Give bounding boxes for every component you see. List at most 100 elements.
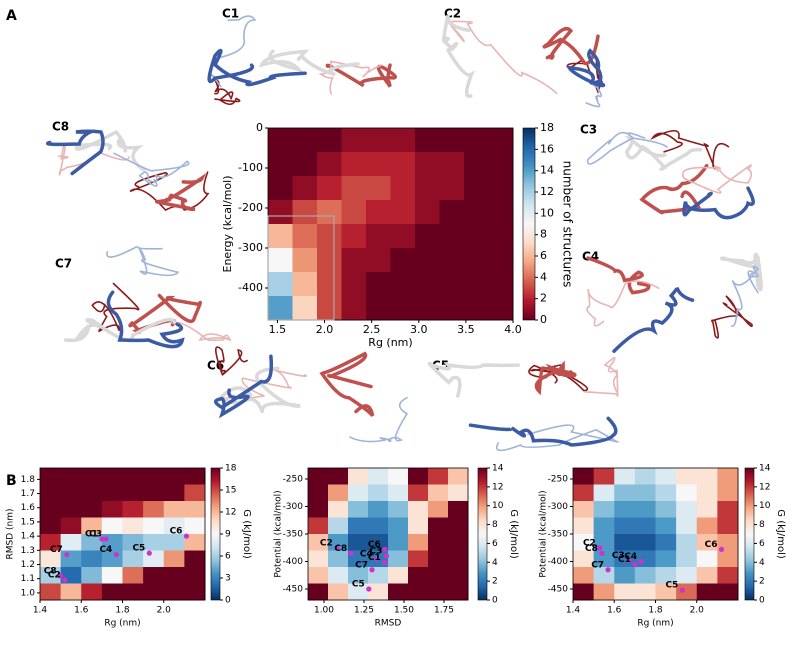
heatmap-cell (341, 152, 367, 177)
colorbar-tick-label: 4 (540, 270, 547, 283)
y-axis-label: Energy (kcal/mol) (221, 175, 234, 272)
heatmap-cell (634, 501, 656, 518)
structure-point (62, 577, 68, 583)
heatmap-cell (655, 583, 677, 601)
colorbar-tick-label: 18 (225, 464, 237, 474)
structure-point (382, 560, 388, 566)
x-tick-label: 4.0 (504, 323, 522, 336)
heatmap-cell (40, 501, 62, 518)
heatmap-cell (40, 550, 62, 568)
heatmap-cell (415, 272, 440, 297)
heatmap-cell (439, 272, 465, 297)
heatmap-cell (163, 567, 185, 584)
heatmap-cell (308, 567, 329, 584)
heatmap-cell (696, 501, 718, 518)
protein-ribbon (528, 364, 589, 392)
colorbar (744, 467, 755, 601)
heatmap-cell (448, 468, 469, 485)
heatmap-cell (390, 224, 416, 249)
colorbar-tick-label: 14 (540, 164, 554, 177)
protein-ribbon (585, 82, 603, 108)
protein-ribbon (583, 357, 619, 397)
y-axis-label: Potential (kcal/mol) (539, 490, 549, 577)
x-tick-label: 1.4 (566, 606, 581, 616)
point-label: C8 (585, 544, 598, 554)
heatmap-cell (341, 248, 367, 273)
protein-ribbon (258, 49, 360, 77)
heatmap-cell (184, 484, 206, 502)
heatmap-cell (292, 272, 318, 297)
heatmap-cell (408, 484, 429, 502)
heatmap-cell (268, 224, 293, 249)
y-tick-label: -200 (238, 201, 263, 214)
heatmap-cell (593, 484, 615, 502)
protein-ribbon (221, 368, 307, 400)
heatmap-cell (368, 484, 389, 502)
heatmap-cell (184, 567, 206, 584)
heatmap-cell (292, 200, 318, 225)
heatmap-cell (448, 517, 469, 535)
protein-ribbon (213, 354, 274, 419)
point-label: C2 (320, 538, 333, 548)
heatmap-cell (696, 468, 718, 485)
protein-ribbon (427, 361, 520, 398)
x-axis-label: RMSD (375, 619, 402, 629)
heatmap-cell (143, 468, 165, 485)
heatmap-cell (573, 484, 595, 502)
heatmap-cell (60, 468, 82, 485)
heatmap-cell (317, 152, 342, 177)
y-tick-label: 1.4 (21, 532, 36, 542)
heatmap-cell (573, 583, 595, 601)
heatmap-cell (348, 468, 369, 485)
y-tick-label: -100 (238, 161, 263, 174)
heatmap-cell (268, 200, 293, 225)
y-tick-label: 1.0 (21, 588, 36, 598)
heatmap-cell (464, 224, 489, 249)
heatmap-cell (60, 534, 82, 551)
heatmap-cell (81, 484, 103, 502)
protein-ribbon (215, 346, 248, 376)
protein-ribbon (441, 15, 476, 98)
heatmap-cell (488, 296, 514, 321)
heatmap-cell (308, 468, 329, 485)
heatmap-cell (696, 517, 718, 535)
heatmap-cell (428, 484, 449, 502)
protein-ribbon (468, 416, 618, 447)
heatmap-cell (488, 128, 514, 153)
point-label: C4 (624, 552, 637, 562)
heatmap-cell (573, 517, 595, 535)
heatmap-cell (717, 550, 739, 568)
heatmap-cell (366, 176, 391, 201)
heatmap-cell (292, 176, 318, 201)
heatmap-cell (408, 567, 429, 584)
protein-ribbon (172, 321, 232, 342)
y-tick-label: 1.1 (21, 574, 35, 584)
point-label: C7 (355, 560, 368, 570)
heatmap-cell (634, 534, 656, 551)
point-label: C3 (370, 547, 383, 557)
heatmap-cell (101, 484, 123, 502)
heatmap-cell (308, 550, 329, 568)
heatmap-cell (428, 501, 449, 518)
structure-point (383, 553, 389, 559)
heatmap-cell (415, 128, 440, 153)
heatmap-cell (448, 550, 469, 568)
heatmap-cell (428, 567, 449, 584)
heatmap-cell (488, 152, 514, 177)
heatmap-cell (366, 200, 391, 225)
protein-ribbon (129, 171, 210, 211)
heatmap-cell (122, 501, 144, 518)
heatmap-cell (388, 550, 409, 568)
heatmap-cell (408, 550, 429, 568)
heatmap-cell (464, 152, 489, 177)
colorbar-tick-label: 10 (540, 206, 554, 219)
heatmap-cell (60, 484, 82, 502)
heatmap-cell (122, 550, 144, 568)
heatmap-cell (60, 583, 82, 601)
structure-label: C7 (55, 257, 72, 271)
structure-point (183, 533, 190, 539)
heatmap-cell (573, 501, 595, 518)
heatmap-cell (439, 176, 465, 201)
heatmap-cell (464, 128, 489, 153)
colorbar-tick-label: 0 (540, 313, 547, 326)
